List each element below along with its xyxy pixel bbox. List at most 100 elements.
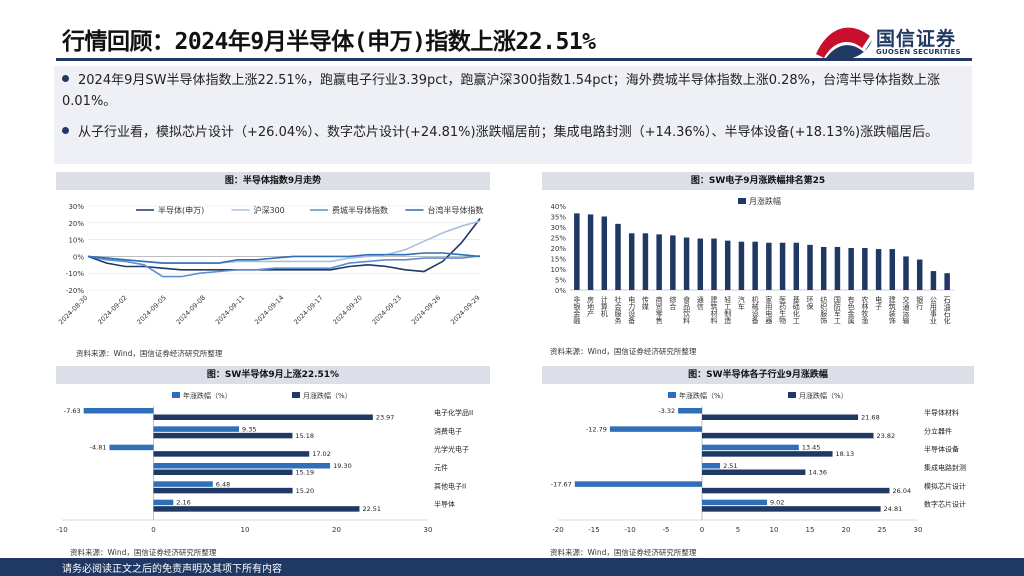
trend-x-tick-label: 2024-09-14	[253, 294, 285, 326]
ranking-legend-swatch	[738, 198, 746, 204]
ranking-bar	[848, 248, 854, 290]
sw-semis-value-label: -4.81	[90, 444, 107, 452]
ranking-bar-chart: 40%35%30%25%20%15%10%5%0%非银金融 房地产 计算机 社会服务电…	[550, 196, 954, 325]
ranking-bar	[903, 256, 909, 290]
sw-semis-month-bar	[153, 487, 293, 494]
sw-semis-category-label: 电子化学品II	[434, 408, 473, 417]
sub-industries-legend-label: 年涨跌幅（%）	[679, 391, 728, 400]
sw-semis-category-label: 半导体	[434, 500, 455, 509]
trend-source: 资料来源：Wind，国信证券经济研究所整理	[76, 349, 223, 358]
sub-industries-value-label: 18.13	[836, 450, 855, 458]
sub-industries-value-label: 14.36	[808, 469, 827, 477]
sw-semis-category-label: 元件	[434, 463, 448, 472]
sub-industries-month-bar	[702, 451, 833, 457]
ranking-category-label: 有色金属	[847, 295, 855, 325]
ranking-bar	[793, 242, 800, 290]
sw-semis-year-bar	[153, 463, 331, 469]
sub-industries-category-label: 半导体材料	[924, 408, 959, 417]
sw-semis-bar-chart: -10 0 10 20 30 -7.63 23.97 电子化学品II 9.35 15.18 消费电子…	[56, 391, 473, 534]
bullet-dot-icon	[62, 127, 69, 134]
ranking-category-label: 建筑材料	[710, 295, 718, 325]
trend-series-line	[87, 252, 481, 264]
ranking-chart-title: 图：SW电子9月涨跌幅排名第25	[542, 172, 974, 190]
ranking-category-label: 计算机	[600, 295, 608, 318]
trend-legend-label: 沪深300	[254, 205, 285, 215]
ranking-bar	[738, 241, 745, 290]
ranking-category-label: 非银金融	[573, 295, 581, 325]
ranking-category-label: 交通运输	[902, 295, 910, 325]
ranking-category-label: 纺织服饰	[820, 295, 828, 325]
sub-industries-x-tick-label: -5	[663, 526, 670, 534]
sub-industries-x-tick-label: 10	[770, 526, 779, 534]
ranking-category-label: 环保	[806, 296, 814, 311]
sub-industries-month-bar	[702, 487, 890, 494]
trend-y-tick-label: 20%	[68, 220, 84, 228]
trend-y-tick-label: -20%	[66, 287, 84, 295]
ranking-category-label: 医药生物	[779, 296, 787, 325]
ranking-category-label: 电力设备	[628, 295, 636, 325]
ranking-y-tick-label: 20%	[550, 245, 566, 253]
footer-disclaimer: 请务必阅读正文之后的免责声明及其项下所有内容	[62, 564, 282, 575]
ranking-bar	[670, 235, 676, 290]
ranking-y-tick-label: 0%	[555, 287, 566, 295]
ranking-y-tick-label: 35%	[550, 214, 566, 222]
sub-industries-x-tick-label: 30	[914, 526, 923, 534]
ranking-bar	[752, 241, 758, 290]
ranking-bar	[807, 244, 813, 290]
summary-text-1: 2024年9月SW半导体指数上涨22.51%，跑赢电子行业3.39pct，跑赢沪…	[62, 73, 941, 109]
ranking-bar	[587, 214, 594, 290]
ranking-category-label: 食品饮料	[683, 295, 691, 325]
sub-industries-value-label: 23.82	[877, 432, 896, 440]
ranking-bar	[601, 216, 608, 290]
ranking-bar	[711, 238, 717, 290]
trend-series-line	[87, 255, 481, 278]
sub-industries-year-bar	[609, 426, 702, 432]
sub-industries-year-bar	[574, 481, 702, 487]
ranking-y-tick-label: 15%	[550, 256, 566, 264]
ranking-source: 资料来源：Wind，国信证券经济研究所整理	[550, 347, 697, 356]
ranking-category-label: 汽车	[737, 295, 745, 311]
sub-industries-value-label: 9.02	[770, 499, 784, 507]
sub-industries-value-label: -12.79	[586, 425, 607, 433]
sw-semis-value-label: 23.97	[376, 414, 395, 422]
ranking-bar	[889, 249, 896, 290]
ranking-category-label: 公用事业	[929, 296, 937, 324]
sw-semis-year-bar	[153, 481, 213, 487]
sw-semis-x-tick-label: -10	[56, 526, 67, 534]
sw-semis-legend-swatch	[292, 392, 300, 398]
sub-industries-value-label: -3.32	[658, 407, 675, 415]
trend-x-tick-label: 2024-08-30	[57, 294, 89, 326]
sw-semis-value-label: 6.48	[216, 480, 230, 488]
sw-semis-month-bar	[153, 469, 293, 475]
trend-series-line	[87, 218, 481, 273]
sw-semis-year-bar	[109, 444, 154, 451]
ranking-y-tick-label: 30%	[550, 224, 566, 232]
sub-industries-year-bar	[702, 499, 767, 506]
ranking-bar	[642, 233, 649, 290]
ranking-bar	[724, 240, 731, 290]
ranking-bar	[697, 238, 704, 290]
sub-industries-x-tick-label: -10	[624, 526, 635, 534]
sub-industries-x-tick-label: 20	[842, 526, 851, 534]
sub-industries-category-label: 模拟芯片设计	[924, 481, 966, 490]
ranking-category-label: 社会服务	[614, 295, 622, 325]
sub-industries-value-label: 2.51	[723, 462, 737, 470]
sub-industries-category-label: 半导体设备	[924, 445, 959, 454]
sub-industries-category-label: 集成电路封测	[924, 463, 966, 472]
ranking-bar	[656, 234, 662, 290]
trend-x-tick-label: 2024-09-05	[135, 294, 167, 326]
sub-industries-legend-swatch	[788, 392, 796, 398]
ranking-category-label: 国防军工	[833, 296, 841, 324]
sw-semis-x-tick-label: 30	[424, 526, 433, 534]
ranking-category-label: 石油石化	[943, 296, 951, 325]
trend-legend-label: 费城半导体指数	[332, 205, 388, 215]
sub-industries-x-tick-label: 5	[736, 526, 740, 534]
sw-semis-legend-label: 月涨跌幅（%）	[303, 391, 352, 400]
sub-industries-category-label: 数字芯片设计	[924, 500, 966, 509]
sw-semis-value-label: 19.30	[333, 462, 352, 470]
ranking-category-label: 房地产	[587, 295, 595, 318]
ranking-y-tick-label: 25%	[550, 235, 566, 243]
sub-industries-value-label: 26.04	[892, 487, 911, 495]
sw-semis-value-label: 9.35	[242, 425, 256, 433]
trend-x-tick-label: 2024-09-11	[214, 294, 246, 326]
